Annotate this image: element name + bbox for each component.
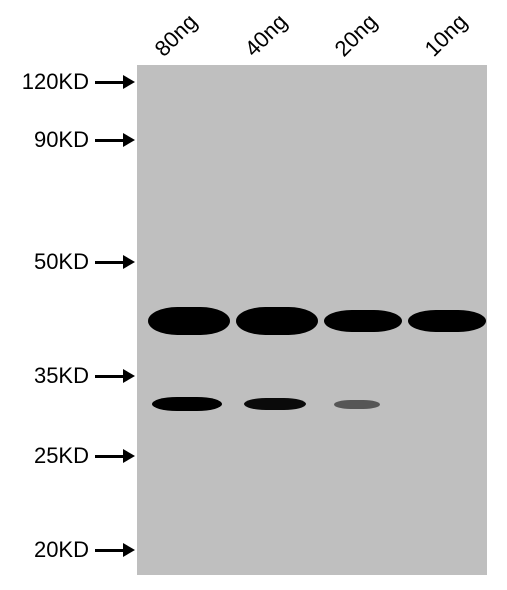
mw-label: 35KD: [0, 363, 89, 389]
mw-label: 90KD: [0, 127, 89, 153]
mw-label: 50KD: [0, 249, 89, 275]
band-upper-lane3: [324, 310, 402, 332]
lane-label: 20ng: [330, 9, 383, 62]
lane-label: 40ng: [240, 9, 293, 62]
lane-label: 10ng: [420, 9, 473, 62]
mw-label: 25KD: [0, 443, 89, 469]
band-upper-lane4: [408, 310, 486, 332]
lane-label: 80ng: [150, 9, 203, 62]
band-lower-lane2: [244, 398, 306, 410]
western-blot-figure: 120KD 90KD 50KD 35KD 25KD: [0, 0, 507, 590]
band-lower-lane1: [152, 397, 222, 411]
mw-label: 120KD: [0, 69, 89, 95]
band-upper-lane1: [148, 307, 230, 335]
band-upper-lane2: [236, 307, 318, 335]
band-lower-lane3: [334, 400, 380, 409]
mw-label: 20KD: [0, 537, 89, 563]
